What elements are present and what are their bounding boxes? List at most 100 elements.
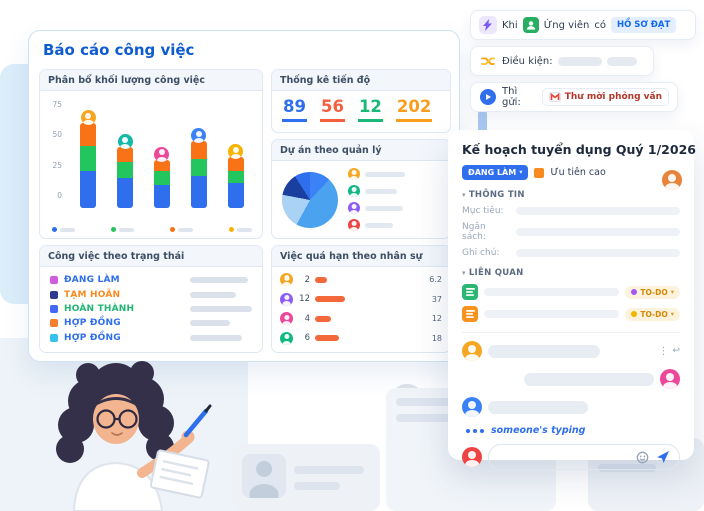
- task-card: Kế hoạch tuyển dụng Quý 1/2026 ĐANG LÀM …: [448, 130, 696, 470]
- overdue-list: 2 6.2 12 37 4 12 6 18: [280, 273, 442, 345]
- overdue-bar: [315, 296, 345, 303]
- pie-legend: [348, 168, 442, 231]
- overdue-row: 6 18: [280, 331, 442, 345]
- typing-dot: [473, 428, 477, 433]
- priority-icon: [534, 167, 545, 178]
- legend-bar: [365, 222, 393, 228]
- todo-label: TO-DO: [640, 309, 668, 319]
- chevron-down-icon: ▾: [519, 168, 523, 177]
- task-field: Mục tiêu:: [462, 206, 680, 216]
- stacked-bars: [70, 104, 254, 208]
- workload-bar: [153, 146, 170, 208]
- bar-segment: [227, 157, 244, 172]
- legend-item: [348, 185, 442, 197]
- status-dropdown[interactable]: ĐANG LÀM ▾: [462, 165, 529, 180]
- status-dot: [631, 311, 638, 317]
- more-icon[interactable]: ⋮: [658, 345, 669, 357]
- bar-segment: [153, 185, 170, 208]
- y-tick: 0: [57, 190, 62, 200]
- overdue-count: 6: [304, 333, 310, 344]
- illustration-woman: [56, 361, 212, 511]
- todo-status-chip[interactable]: TO-DO ▾: [625, 285, 680, 299]
- condition-placeholder: [557, 56, 602, 66]
- legend-dot: [229, 227, 234, 232]
- panel-status: Công việc theo trạng thái ĐANG LÀM TẠM HO…: [39, 245, 263, 353]
- bar-stack: [227, 157, 244, 208]
- workload-legend: [52, 227, 252, 232]
- fringe: [91, 397, 141, 409]
- panel-status-title: Công việc theo trạng thái: [40, 246, 262, 267]
- message-bubble: [524, 372, 654, 386]
- related-item: TO-DO ▾: [462, 284, 680, 300]
- panel-overdue-title: Việc quá hạn theo nhân sự: [272, 246, 450, 267]
- person-placeholder-icon: [242, 454, 286, 498]
- status-bar-slot: [190, 320, 252, 327]
- avatar: [280, 331, 293, 345]
- bar-segment: [190, 158, 207, 176]
- todo-label: TO-DO: [640, 287, 668, 297]
- reply-icon[interactable]: ↩: [672, 346, 680, 356]
- typing-dot: [480, 428, 484, 433]
- related-items: TO-DO ▾ TO-DO ▾: [462, 284, 680, 322]
- status-color-square: [50, 290, 58, 299]
- message-input[interactable]: [488, 444, 680, 470]
- bar-segment: [80, 145, 97, 172]
- avatar: [462, 341, 482, 361]
- overdue-value: 18: [431, 333, 442, 343]
- overdue-bar: [315, 315, 331, 322]
- status-color-square: [50, 319, 58, 328]
- mail-template-chip[interactable]: Thư mời phỏng vấn: [541, 88, 669, 106]
- mail-template-label: Thư mời phỏng vấn: [564, 92, 662, 102]
- related-item: TO-DO ▾: [462, 306, 680, 322]
- automation-action-row[interactable]: Thì gửi: Thư mời phỏng vấn: [470, 82, 678, 112]
- chevron-down-icon: ▾: [462, 191, 466, 199]
- task-title: Kế hoạch tuyển dụng Quý 1/2026: [462, 142, 696, 157]
- status-list: ĐANG LÀM TẠM HOÃN HOÀN THÀNH HỢP ĐỒNG HỢP ĐỒ…: [50, 273, 252, 345]
- automation-trigger-row[interactable]: Khi Ứng viên có HỒ SƠ ĐẠT: [470, 10, 696, 40]
- task-field-label: Mục tiêu:: [462, 206, 504, 216]
- assignee-avatar[interactable]: [662, 170, 682, 190]
- chevron-down-icon: ▾: [670, 309, 674, 318]
- status-label: HỢP ĐỒNG: [64, 332, 121, 343]
- status-row: HỢP ĐỒNG: [50, 316, 252, 330]
- overdue-value: 12: [431, 314, 442, 324]
- automation-condition-row[interactable]: Điều kiện:: [470, 46, 654, 76]
- avatar: [348, 219, 360, 231]
- section-info[interactable]: ▾ THÔNG TIN: [462, 190, 680, 200]
- avatar: [228, 144, 244, 160]
- panel-progress-title: Thống kê tiến độ: [272, 70, 450, 91]
- skeleton-card: [232, 444, 380, 511]
- trigger-value-chip[interactable]: HỒ SƠ ĐẠT: [610, 17, 677, 33]
- overdue-row: 4 12: [280, 312, 442, 326]
- legend-item: [348, 202, 442, 214]
- status-row: ĐANG LÀM: [50, 273, 252, 287]
- avatar: [462, 397, 482, 417]
- emoji-icon[interactable]: [636, 451, 649, 464]
- status-label: ĐANG LÀM: [64, 275, 120, 286]
- panel-workload-title: Phân bổ khối lượng công việc: [40, 70, 262, 91]
- todo-status-chip[interactable]: TO-DO ▾: [625, 307, 680, 321]
- bar-segment: [190, 175, 207, 208]
- task-field-label: Ghi chú:: [462, 248, 500, 258]
- send-icon[interactable]: [656, 450, 670, 464]
- paper: [149, 449, 210, 499]
- task-field: Ghi chú:: [462, 248, 680, 258]
- app-icon: [462, 306, 478, 322]
- y-axis: 75 50 25 0: [48, 100, 62, 200]
- status-row: TẠM HOÃN: [50, 287, 252, 301]
- workload-bar: [117, 134, 134, 208]
- legend-item: [229, 227, 252, 232]
- avatar: [462, 447, 482, 467]
- status-label: TẠM HOÃN: [64, 289, 121, 300]
- panel-projects-title: Dự án theo quản lý: [272, 140, 450, 161]
- section-related[interactable]: ▾ LIÊN QUAN: [462, 268, 680, 278]
- condition-icon: [479, 52, 497, 70]
- overdue-value: 6.2: [429, 275, 442, 284]
- trigger-object: Ứng viên: [543, 19, 590, 31]
- section-info-label: THÔNG TIN: [468, 190, 525, 200]
- panel-overdue: Việc quá hạn theo nhân sự 2 6.2 12 37 4 12 6 18: [271, 245, 451, 353]
- chat-input-row: [462, 444, 680, 470]
- overdue-count: 2: [304, 274, 310, 285]
- legend-bar: [60, 227, 75, 232]
- bar-segment: [117, 178, 134, 208]
